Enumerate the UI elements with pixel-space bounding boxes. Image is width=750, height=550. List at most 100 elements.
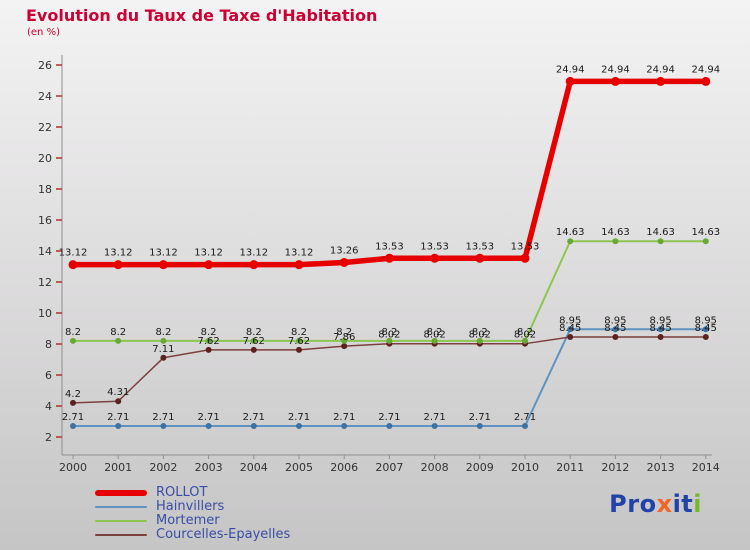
data-point	[204, 260, 214, 270]
data-label: 8.2	[517, 327, 533, 338]
y-tick-label: 18	[38, 183, 52, 196]
data-point	[205, 337, 212, 344]
x-tick-label: 2002	[149, 461, 177, 474]
x-tick-label: 2013	[647, 461, 675, 474]
data-label: 2.71	[514, 412, 536, 423]
data-label: 8.95	[604, 315, 626, 326]
data-point	[341, 337, 348, 344]
data-label: 2.71	[423, 412, 445, 423]
x-tick-label: 2003	[195, 461, 223, 474]
data-point	[160, 337, 167, 344]
data-label: 8.2	[291, 327, 307, 338]
data-label: 7.62	[288, 336, 310, 347]
data-point	[431, 337, 438, 344]
data-label: 13.12	[149, 248, 178, 259]
data-label: 8.2	[427, 327, 443, 338]
data-point	[115, 422, 122, 429]
data-point	[115, 337, 122, 344]
data-point	[70, 337, 76, 344]
data-label: 13.53	[420, 241, 449, 252]
series-labels-rollot: 13.12 13.12 13.12 13.12 13.12 13.12 13.26 13.53…	[59, 64, 720, 258]
y-tick-label: 4	[45, 400, 52, 413]
x-tick-label: 2010	[511, 461, 539, 474]
data-label: 2.71	[469, 412, 491, 423]
data-label: 8.02	[514, 330, 536, 341]
data-point	[612, 238, 619, 245]
data-point	[430, 253, 440, 263]
chart-title: Evolution du Taux de Taxe d'Habitation	[26, 6, 378, 25]
legend-label: Mortemer	[156, 513, 220, 528]
data-point	[70, 399, 76, 406]
series-labels-courcelles-epayelles: 4.2 4.317.117.62 7.62 7.62 7.86 8.02 8.02 8.02 8…	[65, 323, 717, 400]
data-point	[113, 260, 123, 270]
data-point	[701, 76, 711, 86]
data-label: 13.12	[194, 248, 223, 259]
data-point	[158, 260, 168, 270]
data-point	[567, 238, 574, 245]
data-point	[656, 76, 666, 86]
x-tick-label: 2005	[285, 461, 313, 474]
data-label: 8.95	[695, 315, 717, 326]
data-point	[339, 257, 349, 267]
data-label: 7.11	[152, 344, 174, 355]
data-label: 13.53	[375, 241, 404, 252]
series-rollot	[68, 76, 711, 270]
data-point	[250, 346, 257, 353]
series-labels-mortemer: 8.2 8.2 8.2 8.2 8.2 8.2 8.2 8.2 8.2 8.2 8.2 14.63 14…	[65, 227, 720, 338]
legend-swatch-mortemer	[95, 519, 147, 522]
data-point	[115, 398, 122, 405]
data-label: 14.63	[646, 227, 675, 238]
y-tick-label: 22	[38, 121, 52, 134]
data-label: 4.31	[107, 387, 129, 398]
legend-label: ROLLOT	[156, 485, 208, 500]
data-point	[250, 422, 257, 429]
legend: ROLLOT Hainvillers Mortemer Courcelles-Epay…	[95, 486, 290, 541]
data-label: 8.2	[110, 327, 126, 338]
x-tick-label: 2007	[375, 461, 403, 474]
data-point	[522, 337, 528, 344]
data-point	[610, 76, 620, 86]
x-tick-label: 2008	[421, 461, 449, 474]
data-point	[522, 422, 528, 429]
data-label: 8.45	[649, 323, 671, 334]
data-label: 8.45	[695, 323, 717, 334]
y-tick-label: 6	[45, 369, 52, 382]
proxiti-logo: Proxiti	[609, 490, 702, 518]
data-label: 13.53	[465, 241, 494, 252]
logo-letter: x	[656, 490, 673, 518]
data-point	[476, 337, 483, 344]
data-point	[386, 422, 393, 429]
data-label: 8.45	[559, 323, 581, 334]
data-point	[296, 346, 302, 353]
y-tick-label: 10	[38, 307, 52, 320]
data-label: 8.02	[423, 330, 445, 341]
data-label: 2.71	[152, 412, 174, 423]
data-label: 2.71	[107, 412, 129, 423]
data-point	[567, 326, 574, 333]
data-point	[294, 260, 304, 270]
data-label: 2.71	[378, 412, 400, 423]
data-label: 14.63	[691, 227, 720, 238]
data-label: 8.2	[381, 327, 397, 338]
y-tick-label: 12	[38, 276, 52, 289]
data-point	[657, 238, 664, 245]
data-label: 8.2	[336, 327, 352, 338]
data-label: 8.95	[559, 315, 581, 326]
data-label: 13.12	[239, 248, 268, 259]
data-point	[702, 334, 709, 341]
data-label: 24.94	[691, 64, 720, 75]
data-label: 7.86	[333, 332, 355, 343]
logo-letter: Pro	[609, 490, 657, 518]
y-tick-label: 26	[38, 59, 52, 72]
data-label: 24.94	[556, 64, 585, 75]
data-point	[205, 346, 212, 353]
data-label: 14.63	[601, 227, 630, 238]
x-tick-label: 2014	[692, 461, 720, 474]
data-label: 8.2	[472, 327, 488, 338]
data-label: 7.62	[243, 336, 265, 347]
legend-label: Courcelles-Epayelles	[156, 527, 291, 542]
data-point	[296, 422, 302, 429]
y-tick-label: 16	[38, 214, 52, 227]
